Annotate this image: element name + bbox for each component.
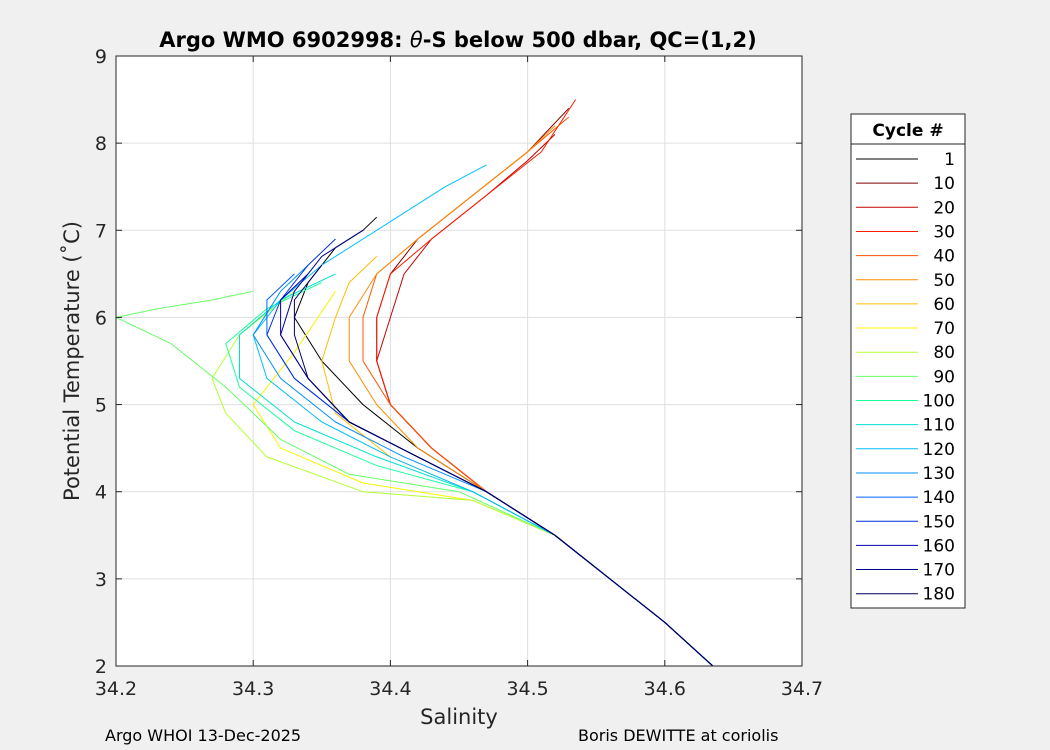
legend-label: 100 bbox=[923, 392, 955, 412]
legend-label: 90 bbox=[933, 367, 955, 387]
y-tick-label: 7 bbox=[95, 220, 107, 242]
y-axis-label: Potential Temperature (˚C) bbox=[60, 221, 84, 501]
legend-label: 10 bbox=[933, 174, 955, 194]
legend-label: 20 bbox=[933, 198, 955, 218]
legend-items: 1102030405060708090100110120130140150160… bbox=[856, 150, 955, 605]
series-line bbox=[293, 264, 714, 667]
x-tick-label: 34.7 bbox=[781, 678, 823, 700]
legend-label: 60 bbox=[933, 295, 955, 315]
legend-label: 160 bbox=[923, 536, 955, 556]
legend-label: 170 bbox=[923, 561, 955, 581]
legend-label: 1 bbox=[944, 150, 955, 170]
y-tick-label: 6 bbox=[95, 307, 107, 329]
axes-box bbox=[115, 55, 803, 667]
y-tick-labels: 2 3 4 5 6 7 8 9 bbox=[95, 46, 107, 678]
x-tick-label: 34.3 bbox=[232, 678, 274, 700]
tick-marks bbox=[115, 55, 803, 667]
legend-label: 120 bbox=[923, 440, 955, 460]
x-tick-label: 34.4 bbox=[369, 678, 411, 700]
legend-label: 180 bbox=[923, 585, 955, 605]
legend-label: 150 bbox=[923, 512, 955, 532]
x-axis-label: Salinity bbox=[420, 705, 498, 729]
legend-label: 130 bbox=[923, 464, 955, 484]
y-tick-label: 4 bbox=[95, 482, 107, 504]
y-tick-label: 5 bbox=[95, 395, 107, 417]
legend-label: 70 bbox=[933, 319, 955, 339]
y-tick-label: 3 bbox=[95, 569, 107, 591]
footer-right: Boris DEWITTE at coriolis bbox=[578, 726, 778, 745]
legend-label: 30 bbox=[933, 222, 955, 242]
series-group bbox=[115, 99, 714, 667]
legend-label: 40 bbox=[933, 247, 955, 267]
legend-box bbox=[850, 113, 966, 609]
legend-label: 140 bbox=[923, 488, 955, 508]
x-tick-label: 34.6 bbox=[644, 678, 686, 700]
plot-area bbox=[116, 56, 802, 666]
legend-label: 110 bbox=[923, 416, 955, 436]
legend: Cycle # 11020304050607080901001101201301… bbox=[850, 113, 966, 609]
legend-label: 50 bbox=[933, 271, 955, 291]
y-tick-label: 9 bbox=[95, 46, 107, 68]
legend-label: 80 bbox=[933, 343, 955, 363]
legend-title: Cycle # bbox=[872, 121, 943, 141]
footer-left: Argo WHOI 13-Dec-2025 bbox=[105, 726, 301, 745]
x-tick-label: 34.2 bbox=[95, 678, 137, 700]
x-tick-label: 34.5 bbox=[506, 678, 548, 700]
y-tick-label: 2 bbox=[95, 656, 107, 678]
y-tick-label: 8 bbox=[95, 133, 107, 155]
x-tick-labels: 34.2 34.3 34.4 34.5 34.6 34.7 bbox=[95, 678, 823, 700]
chart-title: Argo WMO 6902998: θ-S below 500 dbar, QC… bbox=[159, 28, 756, 52]
